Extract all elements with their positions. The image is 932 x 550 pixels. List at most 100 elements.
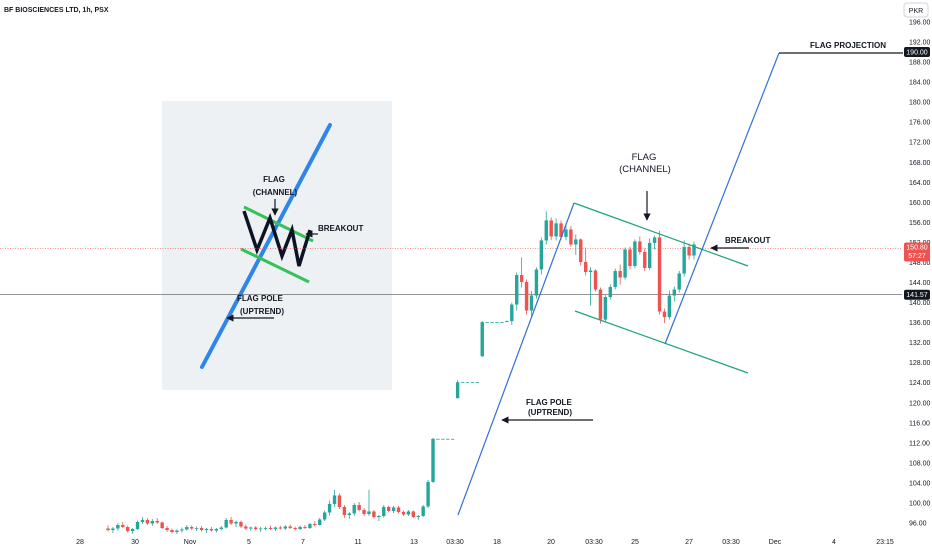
candle bbox=[190, 525, 194, 531]
currency-button-label: PKR bbox=[909, 8, 923, 15]
candle bbox=[327, 500, 332, 516]
candle-body bbox=[313, 524, 317, 526]
time-tick-label: 20 bbox=[547, 539, 555, 546]
price-tick-label: 104.00 bbox=[909, 480, 931, 487]
candle-body bbox=[446, 438, 450, 440]
currency-button[interactable]: PKR bbox=[903, 2, 929, 18]
time-axis[interactable]: 28 30 Nov 5 7 11 13 03:30 18 20 03:30 25 27 03:30 Dec 4… bbox=[76, 539, 894, 546]
candle-body bbox=[549, 220, 553, 237]
candle-body bbox=[495, 322, 499, 323]
candle-body bbox=[396, 507, 401, 512]
candle-body bbox=[288, 526, 292, 529]
flag-pattern-inset: FLAG (CHANNEL) BREAKOUT FLAG POLE (UPTRE… bbox=[162, 101, 392, 390]
price-tick-label: 176.00 bbox=[909, 120, 931, 127]
candle bbox=[293, 526, 297, 531]
candle bbox=[170, 528, 174, 534]
candle bbox=[505, 320, 509, 323]
price-tick-label: 96.00 bbox=[909, 521, 927, 528]
candle-body bbox=[623, 249, 627, 278]
candle bbox=[529, 291, 534, 317]
candle-body bbox=[135, 521, 140, 530]
candle bbox=[234, 520, 238, 528]
candle-body bbox=[657, 237, 662, 312]
candle-body bbox=[618, 270, 622, 278]
time-tick-label: 30 bbox=[131, 539, 139, 546]
candle-body bbox=[278, 527, 283, 529]
candle bbox=[431, 437, 435, 483]
candle-body bbox=[180, 529, 184, 531]
candle bbox=[569, 225, 573, 247]
candle-body bbox=[268, 528, 273, 530]
candle bbox=[544, 211, 548, 245]
candle bbox=[249, 526, 253, 532]
candle bbox=[263, 526, 268, 531]
candle-body bbox=[647, 242, 652, 268]
inset-flag-pole-label: FLAG POLE bbox=[237, 294, 283, 303]
candle-body bbox=[377, 515, 381, 517]
candle-body bbox=[682, 246, 686, 274]
candle bbox=[332, 489, 337, 507]
candle bbox=[539, 237, 544, 275]
candle-body bbox=[145, 519, 150, 524]
candle-body bbox=[569, 229, 573, 245]
candle bbox=[446, 438, 450, 440]
candle-body bbox=[150, 520, 155, 524]
candle-body bbox=[190, 527, 194, 529]
candle-body bbox=[175, 530, 179, 533]
candle bbox=[638, 236, 642, 255]
candle-body bbox=[603, 297, 608, 320]
candle bbox=[160, 521, 164, 530]
candle-body bbox=[534, 269, 539, 296]
candle bbox=[692, 241, 696, 260]
candle-body bbox=[441, 438, 445, 440]
candle bbox=[574, 234, 578, 255]
candle bbox=[652, 235, 657, 250]
candle bbox=[441, 438, 445, 440]
main-uptrend-label: (UPTREND) bbox=[528, 408, 572, 417]
price-tick-label: 108.00 bbox=[909, 460, 931, 467]
inset-channel-upper bbox=[243, 205, 314, 243]
price-axis[interactable]: 96.00 100.00 104.00 108.00 112.00 116.00 120.0… bbox=[909, 20, 931, 528]
level-price-tag-text: 141.57 bbox=[906, 292, 928, 299]
candle-body bbox=[327, 503, 332, 513]
candle bbox=[647, 238, 652, 270]
price-tick-label: 184.00 bbox=[909, 80, 931, 87]
time-tick-label: 25 bbox=[631, 539, 639, 546]
candle bbox=[308, 523, 312, 530]
inset-channel-label: (CHANNEL) bbox=[253, 188, 298, 197]
candle-body bbox=[480, 322, 484, 357]
candle-body bbox=[524, 282, 529, 311]
candle-body bbox=[111, 528, 115, 531]
inset-uptrend-label: (UPTREND) bbox=[240, 307, 284, 316]
price-tick-label: 124.00 bbox=[909, 380, 931, 387]
candle bbox=[480, 321, 484, 358]
candle-body bbox=[254, 527, 258, 530]
candle bbox=[386, 505, 391, 513]
candle bbox=[416, 514, 420, 520]
candle bbox=[199, 526, 204, 532]
price-tick-label: 128.00 bbox=[909, 360, 931, 367]
candle-body bbox=[662, 311, 667, 318]
candle bbox=[258, 527, 263, 533]
candle bbox=[357, 501, 361, 512]
candle-body bbox=[667, 295, 672, 318]
candle bbox=[116, 523, 120, 531]
price-tick-label: 196.00 bbox=[909, 20, 931, 27]
candle bbox=[534, 267, 539, 299]
candle-body bbox=[455, 382, 460, 399]
candle bbox=[244, 524, 248, 531]
candle bbox=[106, 525, 110, 532]
candle bbox=[421, 504, 425, 517]
current-price-tag-text: 150.80 bbox=[906, 244, 928, 251]
candle bbox=[111, 527, 115, 534]
price-tick-label: 188.00 bbox=[909, 60, 931, 67]
time-tick-label: 03:30 bbox=[446, 539, 464, 546]
time-tick-label: 03:30 bbox=[722, 539, 740, 546]
candle-body bbox=[652, 237, 657, 243]
candle bbox=[426, 479, 430, 508]
candle-body bbox=[544, 220, 548, 241]
candle bbox=[342, 504, 347, 518]
candle bbox=[362, 507, 366, 516]
candle bbox=[411, 510, 416, 518]
